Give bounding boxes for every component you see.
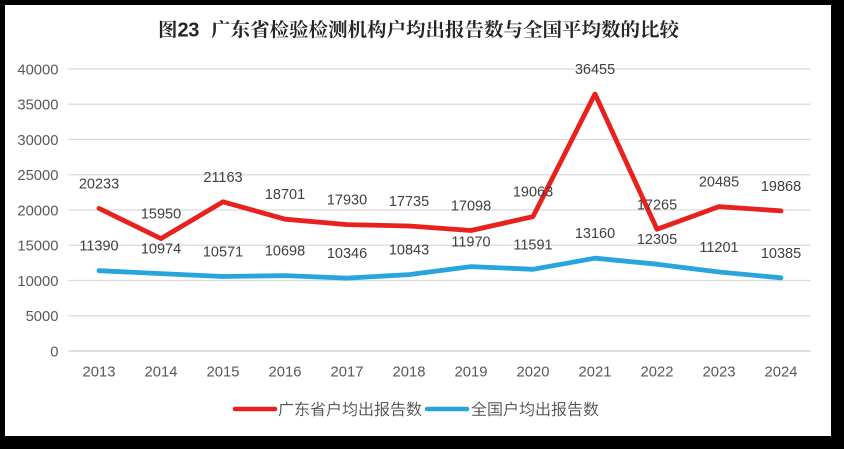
svg-text:2023: 2023 — [703, 365, 736, 381]
svg-text:2020: 2020 — [517, 365, 550, 381]
svg-text:10974: 10974 — [141, 242, 181, 258]
svg-text:11390: 11390 — [79, 239, 118, 255]
svg-text:10000: 10000 — [17, 274, 58, 290]
svg-text:5000: 5000 — [26, 309, 59, 325]
svg-text:15950: 15950 — [141, 207, 181, 223]
svg-text:17265: 17265 — [637, 197, 677, 213]
svg-text:2016: 2016 — [269, 365, 302, 381]
svg-text:15000: 15000 — [17, 239, 58, 255]
svg-text:11201: 11201 — [699, 240, 738, 256]
svg-text:17098: 17098 — [451, 199, 491, 215]
svg-text:2024: 2024 — [765, 365, 798, 381]
svg-text:23: 23 — [178, 20, 200, 42]
svg-text:18701: 18701 — [265, 187, 305, 203]
svg-text:10571: 10571 — [203, 245, 243, 261]
svg-text:2022: 2022 — [641, 365, 674, 381]
svg-text:19868: 19868 — [761, 179, 801, 195]
svg-text:20000: 20000 — [17, 203, 58, 219]
svg-text:2013: 2013 — [83, 365, 116, 381]
svg-text:25000: 25000 — [17, 168, 58, 184]
svg-text:17930: 17930 — [327, 193, 367, 209]
svg-text:21163: 21163 — [203, 170, 242, 186]
svg-text:17735: 17735 — [389, 194, 429, 210]
svg-text:2015: 2015 — [207, 365, 240, 381]
svg-text:12305: 12305 — [637, 232, 677, 248]
svg-text:10346: 10346 — [327, 246, 367, 262]
svg-text:13160: 13160 — [575, 226, 615, 242]
svg-text:20233: 20233 — [79, 176, 119, 192]
svg-text:2018: 2018 — [393, 365, 426, 381]
svg-text:40000: 40000 — [17, 62, 58, 78]
svg-text:10843: 10843 — [389, 243, 429, 259]
svg-text:2021: 2021 — [579, 365, 612, 381]
svg-text:35000: 35000 — [17, 98, 58, 114]
svg-text:19063: 19063 — [513, 185, 553, 201]
svg-text:0: 0 — [50, 344, 58, 360]
svg-text:2019: 2019 — [455, 365, 488, 381]
svg-text:30000: 30000 — [17, 133, 58, 149]
svg-text:10385: 10385 — [761, 246, 801, 262]
svg-text:36455: 36455 — [575, 62, 615, 78]
svg-text:20485: 20485 — [699, 175, 739, 191]
svg-text:2014: 2014 — [145, 365, 178, 381]
svg-text:2017: 2017 — [331, 365, 364, 381]
svg-text:11970: 11970 — [451, 235, 490, 251]
svg-text:10698: 10698 — [265, 244, 305, 260]
svg-text:11591: 11591 — [513, 237, 552, 253]
